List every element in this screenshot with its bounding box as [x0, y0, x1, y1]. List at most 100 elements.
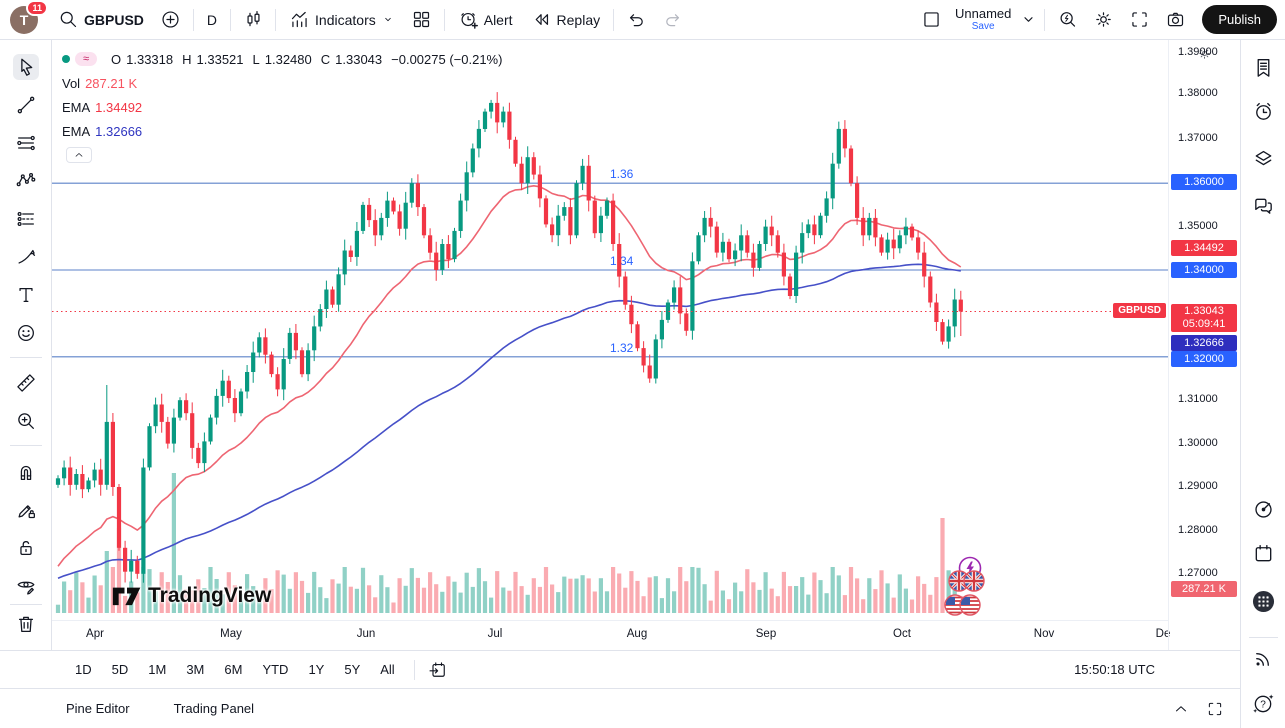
data-mode-badge[interactable]: ≈ — [75, 52, 97, 66]
alert-button[interactable]: Alert — [450, 3, 521, 37]
range-button-ytd[interactable]: YTD — [262, 662, 289, 677]
trend-line-tool[interactable] — [13, 92, 39, 118]
expand-panel-chevron-icon[interactable] — [1172, 700, 1190, 718]
watchlist-panel[interactable] — [1250, 54, 1277, 81]
apps-panel[interactable] — [1250, 588, 1277, 615]
price-tick-label: 1.27000 — [1178, 567, 1218, 579]
legend-collapse-button[interactable] — [66, 147, 92, 163]
range-button-1d[interactable]: 1D — [75, 662, 92, 677]
time-tick-label: De — [1155, 628, 1171, 640]
gbp-event-flags[interactable] — [948, 570, 986, 597]
chevron-down-icon — [381, 9, 395, 30]
high-value: 1.33521 — [196, 51, 244, 67]
undo-icon — [626, 9, 647, 30]
toolbar-divider — [413, 659, 415, 680]
candlestick-chart[interactable]: 1.36 1.34 1.32 — [52, 40, 1168, 620]
user-avatar[interactable]: T 11 — [8, 0, 48, 37]
chart-pane[interactable]: 1.36 1.34 1.32 ≈ O 1.33318 H 1.33521 L 1.3248… — [52, 40, 1168, 620]
price-axis-badge: 1.34492 — [1171, 240, 1237, 256]
axis-settings-gear-icon[interactable] — [1197, 46, 1212, 61]
ema1-label: EMA — [62, 99, 91, 115]
divider — [613, 8, 615, 31]
help-button[interactable]: ? — [1250, 690, 1277, 717]
range-button-3m[interactable]: 3M — [186, 662, 205, 677]
drawing-lock-tool[interactable] — [13, 497, 39, 523]
lock-all-tool[interactable] — [13, 535, 39, 561]
price-axis-badge: 1.34000 — [1171, 262, 1237, 278]
settings-button[interactable] — [1086, 3, 1120, 37]
pine-editor-button[interactable]: Pine Editor — [66, 701, 130, 716]
layout-chevron-button[interactable] — [1017, 3, 1039, 37]
compare-add-button[interactable] — [154, 3, 188, 37]
save-layout-button[interactable] — [915, 3, 949, 37]
layout-square-icon — [921, 9, 942, 30]
emoji-tool[interactable] — [13, 320, 39, 346]
range-button-6m[interactable]: 6M — [224, 662, 243, 677]
streams-panel[interactable] — [1250, 645, 1277, 672]
pattern-tool[interactable] — [13, 168, 39, 194]
open-label: O — [111, 51, 122, 67]
svg-text:?: ? — [1260, 700, 1266, 711]
replay-button[interactable]: Replay — [523, 3, 609, 37]
range-button-5d[interactable]: 5D — [111, 662, 129, 677]
range-button-1m[interactable]: 1M — [148, 662, 167, 677]
alerts-panel[interactable] — [1250, 98, 1277, 125]
indicators-button[interactable]: Indicators — [281, 3, 403, 37]
fib-lines-tool[interactable] — [13, 130, 39, 156]
zoom-in-tool[interactable] — [13, 408, 39, 434]
symbol-search[interactable]: GBPUSD — [50, 3, 152, 37]
usd-event-flags[interactable] — [944, 594, 982, 621]
indicator-templates-button[interactable] — [405, 3, 439, 37]
legend-ema2-row[interactable]: EMA 1.32666 — [62, 122, 502, 140]
time-axis[interactable]: Apr May Jun Jul Aug Sep Oct Nov De — [52, 620, 1170, 650]
time-tick-label: Nov — [1033, 628, 1055, 640]
redo-button[interactable] — [655, 3, 689, 37]
remove-drawings-tool[interactable] — [13, 611, 39, 637]
range-button-5y[interactable]: 5Y — [344, 662, 361, 677]
price-axis-badge: 1.36000 — [1171, 174, 1237, 190]
layout-name: Unnamed — [954, 5, 1012, 21]
price-axis[interactable]: 1.39000 1.38000 1.37000 1.35000 1.31000 1.300… — [1168, 40, 1240, 650]
go-to-date-button[interactable] — [423, 655, 453, 685]
chats-panel[interactable] — [1250, 192, 1277, 219]
calendar-panel[interactable] — [1250, 540, 1277, 567]
price-tick-label: 1.39000 — [1178, 46, 1218, 58]
divider — [192, 8, 194, 31]
bar-countdown: 05:09:41 — [1182, 318, 1226, 330]
ema1-value: 1.34492 — [95, 99, 143, 115]
ema2-label: EMA — [62, 123, 91, 139]
quick-search-button[interactable] — [1050, 3, 1084, 37]
trading-panel-button[interactable]: Trading Panel — [173, 701, 255, 716]
undo-button[interactable] — [619, 3, 653, 37]
range-button-1y[interactable]: 1Y — [308, 662, 325, 677]
high-label: H — [182, 51, 192, 67]
brush-tool[interactable] — [13, 244, 39, 270]
interval-button[interactable]: D — [199, 3, 225, 37]
maximize-panel-icon[interactable] — [1206, 700, 1224, 718]
object-tree-panel[interactable] — [1250, 145, 1277, 172]
fullscreen-button[interactable] — [1122, 3, 1156, 37]
top-toolbar: T 11 GBPUSD D Indicators Alert Replay Un… — [0, 0, 1285, 40]
chart-style-button[interactable] — [236, 3, 270, 37]
forecast-tool[interactable] — [13, 206, 39, 232]
screener-panel[interactable] — [1250, 496, 1277, 523]
snapshot-button[interactable] — [1158, 3, 1192, 37]
hide-drawings-tool[interactable] — [13, 573, 39, 599]
layout-name-menu[interactable]: Unnamed Save — [951, 5, 1015, 33]
publish-button[interactable]: Publish — [1202, 5, 1277, 34]
indicators-icon — [289, 9, 310, 30]
save-link[interactable]: Save — [971, 21, 995, 33]
legend-ema1-row[interactable]: EMA 1.34492 — [62, 98, 502, 116]
measure-tool[interactable] — [13, 370, 39, 396]
text-tool[interactable] — [13, 282, 39, 308]
magnet-tool[interactable] — [13, 459, 39, 485]
cursor-tool[interactable] — [13, 54, 39, 80]
svg-text:1.36: 1.36 — [610, 167, 634, 181]
session-clock[interactable]: 15:50:18 UTC — [1074, 662, 1155, 677]
bottom-range-toolbar: 1D 5D 1M 3M 6M YTD 1Y 5Y All 15:50:18 UTC — [0, 650, 1240, 688]
legend-volume-row[interactable]: Vol 287.21 K — [62, 74, 502, 92]
range-button-all[interactable]: All — [380, 662, 395, 677]
legend-ohlc-row[interactable]: ≈ O 1.33318 H 1.33521 L 1.32480 C 1.33043 −0… — [62, 50, 502, 68]
divider — [1044, 8, 1046, 31]
time-tick-label: May — [220, 628, 242, 640]
